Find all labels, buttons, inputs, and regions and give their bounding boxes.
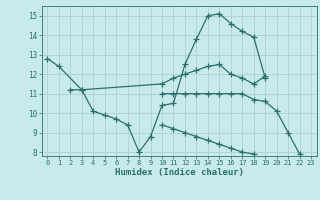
- X-axis label: Humidex (Indice chaleur): Humidex (Indice chaleur): [115, 168, 244, 177]
